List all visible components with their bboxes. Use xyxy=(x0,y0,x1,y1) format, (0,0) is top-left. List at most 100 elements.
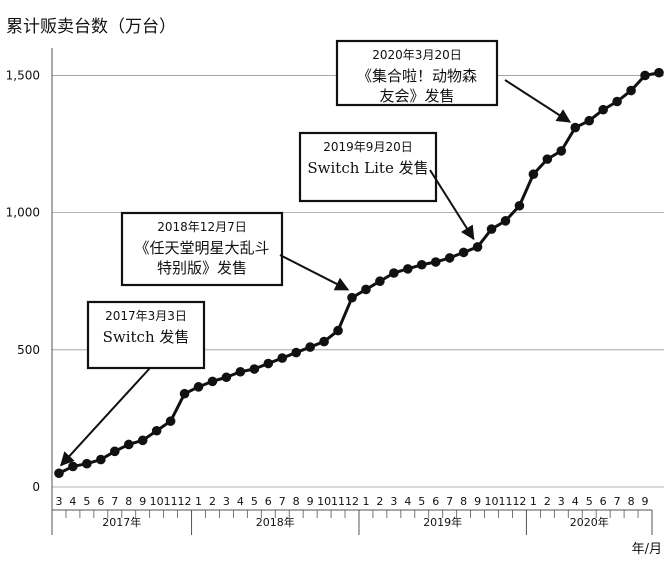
month-tick-label: 6 xyxy=(97,495,104,508)
data-point xyxy=(193,382,204,392)
month-tick-label: 11 xyxy=(164,495,178,508)
month-tick-label: 8 xyxy=(628,495,635,508)
annotation-box xyxy=(298,131,438,203)
data-point xyxy=(319,336,329,347)
month-tick-label: 8 xyxy=(460,495,467,508)
month-tick-label: 4 xyxy=(404,495,411,508)
month-tick-label: 6 xyxy=(432,495,439,508)
month-tick-label: 12 xyxy=(512,495,526,508)
month-tick-label: 9 xyxy=(474,495,481,508)
data-point xyxy=(514,200,525,211)
month-tick-label: 2 xyxy=(209,495,216,508)
data-point xyxy=(54,468,64,479)
annotation-text: Switch 发售 xyxy=(103,328,190,346)
annotation-box xyxy=(335,39,499,107)
annotation-date: 2017年3月3日 xyxy=(105,309,187,323)
month-tick-label: 2 xyxy=(376,495,383,508)
data-point xyxy=(291,347,301,358)
data-point xyxy=(235,366,246,377)
month-tick-label: 7 xyxy=(446,495,453,508)
data-point xyxy=(165,416,176,426)
data-point xyxy=(263,358,274,369)
month-tick-label: 9 xyxy=(307,495,314,508)
month-tick-label: 8 xyxy=(293,495,300,508)
data-point xyxy=(109,446,120,457)
data-point xyxy=(221,372,232,383)
month-tick-label: 2 xyxy=(544,495,551,508)
annotation-arrow xyxy=(429,169,475,241)
month-tick-label: 5 xyxy=(251,495,258,508)
unit-label: 年/月 xyxy=(632,542,662,557)
chart-title: 累计贩卖台数（万台） xyxy=(6,17,176,37)
month-tick-label: 10 xyxy=(150,495,164,508)
data-point xyxy=(123,439,134,450)
data-point xyxy=(68,461,78,472)
month-tick-label: 3 xyxy=(55,495,62,508)
month-tick-label: 1 xyxy=(195,495,202,508)
month-tick-label: 5 xyxy=(83,495,90,508)
month-tick-label: 11 xyxy=(331,495,345,508)
year-label: 2019年 xyxy=(423,515,462,529)
month-tick-label: 9 xyxy=(139,495,146,508)
month-tick-label: 4 xyxy=(237,495,244,508)
month-tick-label: 1 xyxy=(362,495,369,508)
month-tick-label: 3 xyxy=(223,495,230,508)
annotation-switch-lite: 2019年9月20日 Switch Lite 发售 xyxy=(298,131,475,241)
data-point xyxy=(626,85,636,96)
data-point xyxy=(82,458,92,469)
annotation-box xyxy=(86,300,206,370)
data-point xyxy=(347,292,357,303)
annotation-text: 特别版》发售 xyxy=(157,259,247,277)
data-point xyxy=(277,353,288,363)
y-tick-label: 0 xyxy=(32,480,40,494)
year-label: 2017年 xyxy=(102,515,141,529)
month-tick-label: 1 xyxy=(530,495,537,508)
data-point xyxy=(598,104,608,115)
annotation-text: 《任天堂明星大乱斗 xyxy=(134,239,269,257)
y-axis: 0 500 1,000 1,500 xyxy=(6,48,53,510)
annotation-switch-launch: 2017年3月3日 Switch 发售 xyxy=(60,300,206,467)
annotation-date: 2019年9月20日 xyxy=(323,140,412,154)
data-point xyxy=(458,247,469,258)
y-tick-label: 500 xyxy=(17,343,40,357)
data-point xyxy=(151,425,162,436)
annotations: 2017年3月3日 Switch 发售 2018年12月7日《任天堂明星大乱斗特别版… xyxy=(60,39,572,467)
data-point xyxy=(654,67,664,78)
month-tick-label: 5 xyxy=(586,495,593,508)
data-point xyxy=(542,154,553,164)
data-point xyxy=(584,115,595,126)
annotation-arrow xyxy=(60,367,151,467)
annotation-text: Switch Lite 发售 xyxy=(307,159,428,177)
annotation-arrow xyxy=(279,254,350,291)
month-tick-label: 7 xyxy=(111,495,118,508)
data-point xyxy=(207,376,218,387)
month-tick-label: 6 xyxy=(600,495,607,508)
annotation-date: 2020年3月20日 xyxy=(372,48,461,62)
month-tick-label: 12 xyxy=(178,495,192,508)
data-point xyxy=(361,284,371,295)
data-point xyxy=(570,122,581,133)
year-label: 2020年 xyxy=(570,515,609,529)
y-tick-label: 1,500 xyxy=(6,68,40,82)
year-label: 2018年 xyxy=(256,515,295,529)
data-point xyxy=(500,216,511,226)
month-tick-label: 10 xyxy=(485,495,499,508)
y-tick-label: 1,000 xyxy=(6,206,40,220)
month-tick-label: 9 xyxy=(642,495,649,508)
annotation-text: 《集合啦！动物森 xyxy=(357,67,477,85)
month-tick-label: 3 xyxy=(390,495,397,508)
data-point xyxy=(389,268,399,278)
plot-area xyxy=(54,67,664,479)
annotation-text: 友会》发售 xyxy=(379,87,454,105)
month-tick-label: 7 xyxy=(279,495,286,508)
month-tick-label: 11 xyxy=(498,495,512,508)
annotation-arrow xyxy=(504,79,572,123)
data-point xyxy=(179,388,190,399)
data-point xyxy=(528,169,539,180)
data-point xyxy=(96,454,106,465)
month-tick-label: 5 xyxy=(418,495,425,508)
month-tick-label: 3 xyxy=(558,495,565,508)
month-tick-label: 6 xyxy=(265,495,272,508)
